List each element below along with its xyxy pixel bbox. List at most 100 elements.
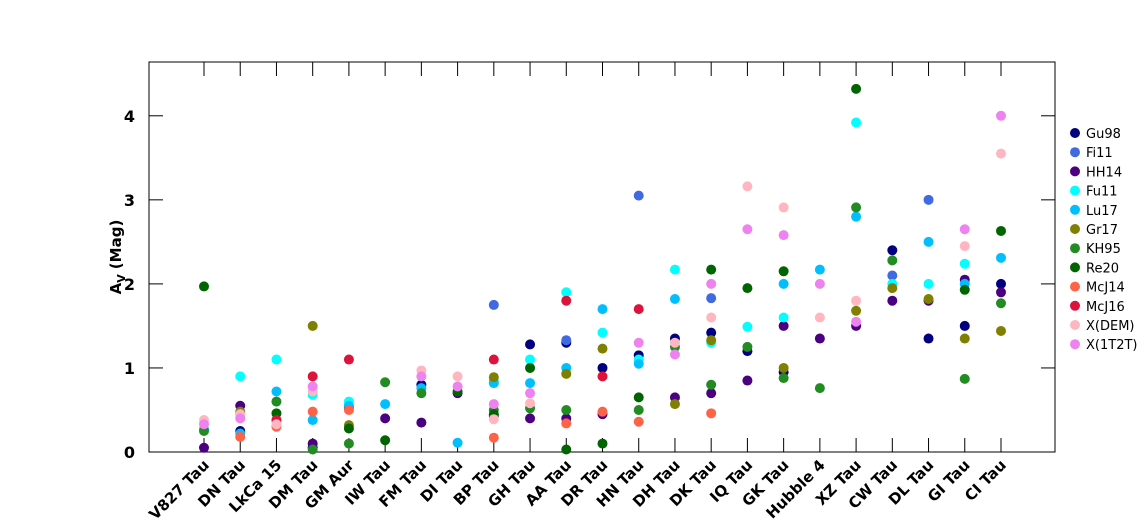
data-point (959, 258, 970, 269)
data-point (380, 435, 391, 446)
data-point (633, 392, 644, 403)
data-point (452, 437, 463, 448)
data-point (597, 362, 608, 373)
data-point (633, 304, 644, 315)
legend-marker (1070, 128, 1080, 138)
data-point (706, 327, 717, 338)
data-point (525, 362, 536, 373)
data-point (996, 225, 1006, 236)
data-point (561, 287, 572, 298)
data-point (343, 404, 354, 415)
data-point (633, 337, 644, 348)
legend-marker (1070, 185, 1080, 196)
data-point (959, 241, 970, 252)
y-tick-label: 2 (124, 275, 135, 294)
data-point (488, 372, 499, 383)
y-tick-label: 3 (124, 191, 135, 210)
legend-label: Fi11 (1086, 146, 1113, 161)
data-point (343, 423, 354, 434)
data-point (597, 438, 608, 449)
data-point (778, 320, 789, 331)
plot-frame (148, 61, 1056, 453)
legend-label: HH14 (1086, 165, 1122, 180)
data-point (923, 194, 934, 205)
data-point (561, 404, 572, 415)
legend-label: Gr17 (1086, 223, 1118, 238)
legend-label: McJ16 (1086, 300, 1125, 315)
data-point (633, 416, 644, 427)
data-point (851, 202, 862, 213)
data-point (343, 438, 354, 449)
data-point (706, 379, 717, 390)
data-point (706, 312, 717, 323)
data-point (923, 278, 934, 289)
legend-marker (1070, 281, 1080, 292)
data-point (742, 321, 753, 332)
data-point (597, 371, 608, 382)
data-point (706, 388, 717, 399)
legend-label: Gu98 (1086, 127, 1121, 142)
data-point (887, 255, 898, 266)
data-point (669, 294, 680, 305)
data-point (887, 270, 898, 281)
data-point (959, 320, 970, 331)
data-point (199, 442, 209, 453)
data-point (959, 224, 970, 235)
data-point (380, 377, 391, 388)
data-point (778, 362, 789, 373)
data-point (488, 354, 499, 365)
data-point (996, 298, 1006, 309)
data-point (307, 371, 318, 382)
data-point (742, 181, 753, 192)
data-point (996, 278, 1006, 289)
data-point (996, 287, 1006, 298)
data-point (851, 211, 862, 222)
data-point (307, 381, 318, 392)
data-point (633, 404, 644, 415)
data-point (851, 305, 862, 316)
data-point (416, 417, 427, 428)
data-point (271, 386, 282, 397)
data-point (706, 278, 717, 289)
data-point (996, 325, 1006, 336)
data-point (271, 354, 282, 365)
data-point (307, 406, 318, 417)
legend-marker (1070, 300, 1080, 311)
data-point (561, 295, 572, 306)
legend-marker (1070, 243, 1080, 254)
x-tick-label: V827 Tau (145, 456, 212, 520)
data-point (525, 354, 536, 365)
data-point (742, 341, 753, 352)
data-point (633, 358, 644, 369)
data-point (235, 371, 246, 382)
data-point (488, 299, 499, 310)
data-point (742, 224, 753, 235)
data-point (814, 278, 825, 289)
legend-label: X(1T2T) (1086, 338, 1137, 353)
legend-label: X(DEM) (1086, 319, 1135, 334)
data-point (778, 312, 789, 323)
legend-marker (1070, 339, 1080, 350)
data-point (959, 373, 970, 384)
data-point (814, 264, 825, 275)
data-point (669, 349, 680, 360)
data-point (380, 413, 391, 424)
data-point (706, 293, 717, 304)
data-point (271, 396, 282, 407)
data-point (669, 337, 680, 348)
data-point (525, 378, 536, 389)
data-point (561, 444, 572, 455)
data-point (525, 388, 536, 399)
data-point (996, 148, 1006, 159)
data-point (235, 431, 246, 442)
data-point (343, 354, 354, 365)
legend-label: Lu17 (1086, 204, 1118, 219)
data-point (561, 418, 572, 429)
data-point (778, 373, 789, 384)
data-point (488, 399, 499, 410)
y-label-main: A (107, 282, 125, 294)
data-point (887, 295, 898, 306)
data-point (923, 333, 934, 344)
